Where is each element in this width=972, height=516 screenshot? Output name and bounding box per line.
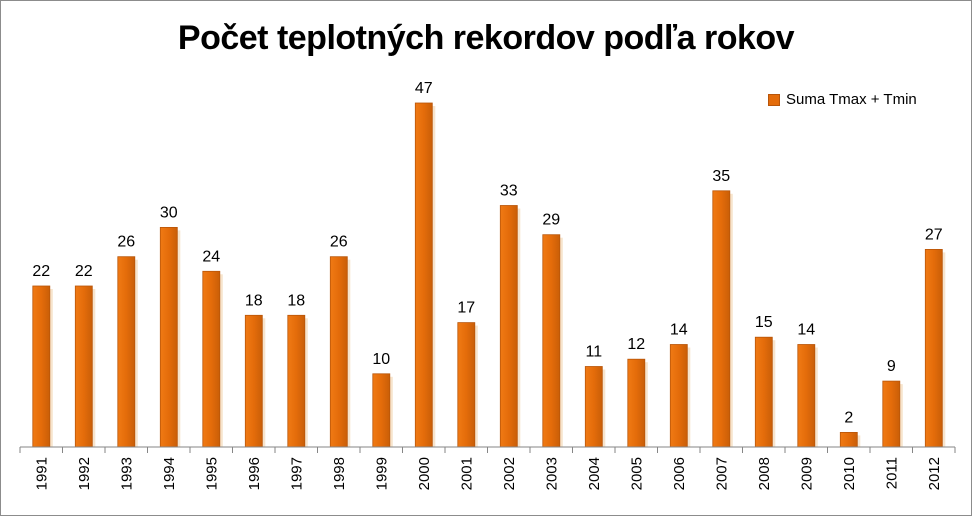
x-tick-label-2010: 2010 bbox=[841, 457, 858, 490]
data-label-1993: 26 bbox=[117, 234, 135, 251]
bar-2007 bbox=[712, 190, 731, 448]
legend: Suma Tmax + Tmin bbox=[768, 91, 917, 108]
bar-1991 bbox=[32, 285, 51, 448]
x-tick-label-1996: 1996 bbox=[246, 457, 263, 490]
bar-1995 bbox=[202, 270, 221, 448]
x-tick-label-1994: 1994 bbox=[161, 457, 178, 490]
data-label-2011: 9 bbox=[887, 358, 896, 375]
bars-layer bbox=[32, 102, 946, 448]
bar-2011 bbox=[882, 380, 901, 448]
data-label-2000: 47 bbox=[415, 80, 433, 97]
data-label-2010: 2 bbox=[844, 409, 853, 426]
legend-swatch bbox=[768, 93, 780, 106]
x-tick-label-1993: 1993 bbox=[118, 457, 135, 490]
x-tick-label-1992: 1992 bbox=[76, 457, 93, 490]
data-label-1996: 18 bbox=[245, 292, 263, 309]
bar-2003 bbox=[542, 234, 561, 448]
data-label-2008: 15 bbox=[755, 314, 773, 331]
data-label-2005: 12 bbox=[627, 336, 645, 353]
data-label-1997: 18 bbox=[287, 292, 305, 309]
bar-1998 bbox=[329, 256, 348, 448]
data-label-1998: 26 bbox=[330, 234, 348, 251]
x-tick-label-2004: 2004 bbox=[586, 457, 603, 490]
x-tick-label-2005: 2005 bbox=[628, 457, 645, 490]
data-label-2002: 33 bbox=[500, 183, 518, 200]
x-tick-label-2000: 2000 bbox=[416, 457, 433, 490]
bar-1999 bbox=[372, 373, 391, 448]
data-label-2009: 14 bbox=[797, 322, 815, 339]
bar-2012 bbox=[924, 248, 943, 448]
bar-2008 bbox=[754, 336, 773, 448]
data-label-2004: 11 bbox=[585, 344, 602, 361]
bar-2004 bbox=[584, 366, 603, 448]
data-label-2012: 27 bbox=[925, 226, 943, 243]
x-tick-label-1997: 1997 bbox=[288, 457, 305, 490]
x-tick-label-2007: 2007 bbox=[713, 457, 730, 490]
bar-1997 bbox=[287, 314, 306, 448]
x-tick-label-2008: 2008 bbox=[756, 457, 773, 490]
bar-2002 bbox=[499, 205, 518, 448]
x-ticks-layer: 1991 1992 1993 1994 1995 1996 1997 1998 1999 2000… bbox=[19, 447, 956, 490]
bar-2006 bbox=[669, 344, 688, 448]
chart-title: Počet teplotných rekordov podľa rokov bbox=[177, 19, 795, 57]
bar-1993 bbox=[117, 256, 136, 448]
x-tick-label-2001: 2001 bbox=[458, 457, 475, 490]
x-tick-label-2002: 2002 bbox=[501, 457, 518, 490]
bar-2000 bbox=[414, 102, 433, 448]
bar-1992 bbox=[74, 285, 93, 448]
data-label-1992: 22 bbox=[75, 263, 93, 280]
x-tick-label-2009: 2009 bbox=[798, 457, 815, 490]
data-label-2003: 29 bbox=[542, 212, 560, 229]
x-tick-label-2011: 2011 bbox=[883, 457, 900, 489]
x-tick-label-2012: 2012 bbox=[926, 457, 943, 490]
bar-2001 bbox=[457, 322, 476, 448]
data-label-2006: 14 bbox=[670, 322, 688, 339]
x-tick-label-1995: 1995 bbox=[203, 457, 220, 490]
data-label-1991: 22 bbox=[32, 263, 50, 280]
data-label-1995: 24 bbox=[202, 248, 220, 265]
bar-2010 bbox=[839, 431, 858, 448]
bar-1996 bbox=[244, 314, 263, 448]
x-tick-label-2006: 2006 bbox=[671, 457, 688, 490]
bar-1994 bbox=[159, 226, 178, 448]
x-tick-label-1991: 1991 bbox=[33, 457, 50, 490]
x-tick-label-1998: 1998 bbox=[331, 457, 348, 490]
bar-2005 bbox=[627, 358, 646, 448]
data-label-1994: 30 bbox=[160, 204, 178, 221]
legend-label: Suma Tmax + Tmin bbox=[786, 91, 917, 108]
x-tick-label-1999: 1999 bbox=[373, 457, 390, 490]
data-label-2007: 35 bbox=[712, 168, 730, 185]
bar-2009 bbox=[797, 344, 816, 448]
data-label-2001: 17 bbox=[457, 300, 475, 317]
x-tick-label-2003: 2003 bbox=[543, 457, 560, 490]
data-label-1999: 10 bbox=[372, 351, 390, 368]
